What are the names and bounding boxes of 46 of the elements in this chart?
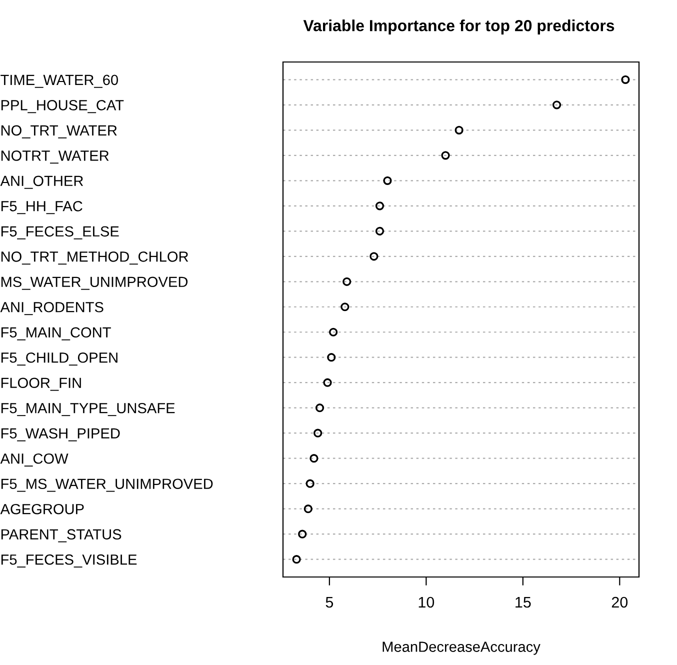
y-tick-label: AGEGROUP bbox=[0, 504, 84, 514]
x-axis-title: MeanDecreaseAccuracy bbox=[382, 642, 540, 655]
y-tick-label: F5_WASH_PIPED bbox=[1, 428, 120, 442]
x-tick-label: 5 bbox=[326, 597, 334, 608]
point bbox=[375, 202, 384, 210]
x-tick-label: 10 bbox=[418, 596, 434, 608]
y-tick-label: NO_TRT_METHOD_CHLOR bbox=[1, 251, 188, 265]
x-tick-label: 15 bbox=[516, 597, 531, 608]
point bbox=[292, 555, 301, 564]
y-tick-label: F5_MAIN_CONT bbox=[1, 327, 111, 340]
point bbox=[621, 75, 630, 84]
point bbox=[454, 126, 464, 134]
point bbox=[314, 428, 322, 438]
y-tick-label: F5_FECES_VISIBLE bbox=[1, 554, 137, 568]
y-tick-label: NO_TRT_WATER bbox=[1, 125, 117, 138]
point bbox=[552, 100, 562, 110]
x-tick-label: 20 bbox=[612, 596, 628, 608]
y-tick-label: PPL_HOUSE_CAT bbox=[1, 100, 124, 114]
point bbox=[304, 504, 312, 514]
chart-title: Variable Importance for top 20 predictors bbox=[303, 20, 614, 34]
point bbox=[298, 530, 307, 538]
point bbox=[375, 226, 384, 236]
point bbox=[441, 151, 450, 160]
point bbox=[383, 176, 392, 185]
y-tick-label: ANI_COW bbox=[0, 453, 68, 467]
y-tick-label: FLOOR_FIN bbox=[1, 378, 81, 391]
point bbox=[323, 378, 332, 387]
y-tick-label: ANI_OTHER bbox=[0, 176, 84, 189]
y-tick-label: F5_FECES_ELSE bbox=[1, 226, 119, 240]
y-tick-label: ANI_RODENTS bbox=[0, 302, 104, 316]
point bbox=[370, 252, 378, 261]
point bbox=[306, 479, 314, 488]
point bbox=[328, 328, 338, 336]
point bbox=[340, 302, 350, 312]
point bbox=[342, 277, 352, 286]
point bbox=[315, 404, 324, 412]
point bbox=[310, 454, 318, 463]
y-tick-label: MS_WATER_UNIMPROVED bbox=[1, 276, 188, 290]
y-tick-label: NOTRT_WATER bbox=[1, 150, 109, 164]
y-tick-label: PARENT_STATUS bbox=[1, 529, 122, 542]
y-tick-label: F5_CHILD_OPEN bbox=[1, 352, 118, 366]
y-tick-label: F5_MS_WATER_UNIMPROVED bbox=[1, 478, 213, 492]
y-tick-label: TIME_WATER_60 bbox=[0, 74, 118, 88]
point bbox=[327, 353, 336, 362]
y-tick-label: F5_HH_FAC bbox=[1, 201, 82, 214]
y-tick-label: F5_MAIN_TYPE_UNSAFE bbox=[1, 402, 175, 416]
